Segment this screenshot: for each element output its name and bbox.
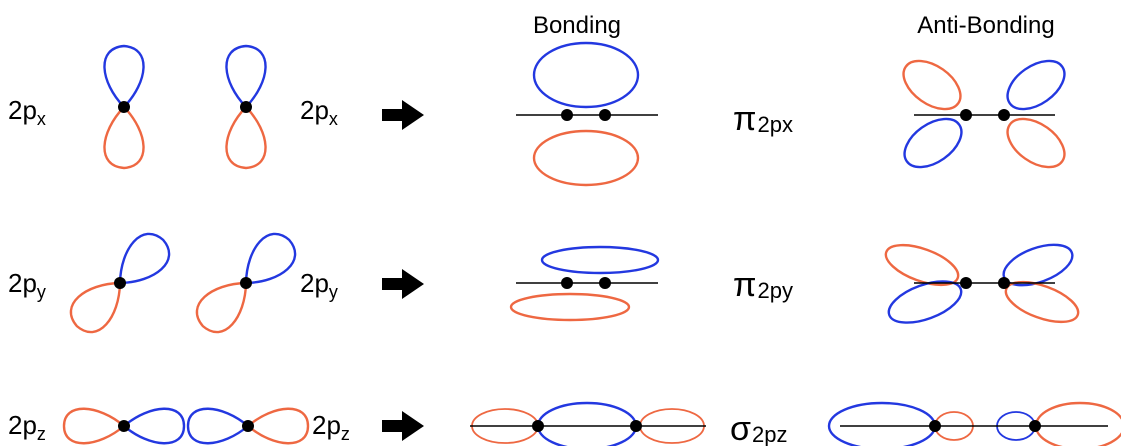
row-2pz: 2pz 2pz σ2pz <box>8 401 1121 446</box>
positive-lobe <box>244 232 297 285</box>
nucleus <box>561 277 573 289</box>
positive-lobe <box>186 407 250 445</box>
negative-lobe <box>509 292 631 322</box>
arrow-label-2py: 2py <box>300 268 338 302</box>
negative-lobe <box>1004 280 1080 324</box>
negative-lobe <box>103 105 145 170</box>
positive-lobe <box>118 232 171 285</box>
nucleus <box>1029 420 1041 432</box>
row-2py: 2py 2py π2py <box>8 232 1080 334</box>
bonding-orbital-sigma-2pz <box>470 401 706 446</box>
positive-lobe <box>887 280 963 324</box>
positive-lobe <box>1006 59 1066 111</box>
nucleus <box>599 277 611 289</box>
positive-lobe <box>532 41 640 109</box>
positive-lobe <box>903 117 963 169</box>
arrow-label-2pz: 2pz <box>312 410 350 444</box>
mo-label-sigma2pz: σ2pz <box>730 410 787 446</box>
negative-lobe <box>1006 117 1066 169</box>
mo-label-pi2py: π2py <box>733 266 793 304</box>
nucleus <box>561 109 573 121</box>
nucleus <box>960 109 972 121</box>
bonding-header: Bonding <box>533 12 621 39</box>
atomic-orbital-2px-right <box>225 44 267 170</box>
positive-lobe <box>122 407 186 445</box>
nucleus <box>242 420 254 432</box>
nucleus <box>114 277 126 289</box>
mo-label-pi2px: π2px <box>733 100 793 138</box>
antibonding-orbital-pi-2py <box>884 243 1080 324</box>
antibonding-orbital-sigma-2pz <box>827 401 1121 446</box>
right-arrow-icon <box>382 411 424 441</box>
nucleus <box>929 420 941 432</box>
right-arrow-icon <box>382 100 424 130</box>
negative-lobe <box>62 407 126 445</box>
atomic-orbital-2py-right <box>195 232 297 334</box>
antibonding-orbital-pi-2px <box>902 59 1066 169</box>
nucleus <box>532 420 544 432</box>
nucleus <box>240 277 252 289</box>
negative-lobe <box>902 59 962 111</box>
positive-lobe <box>225 44 267 109</box>
negative-lobe <box>69 281 122 334</box>
bonding-orbital-pi-2py <box>509 245 660 322</box>
nucleus <box>960 277 972 289</box>
atomic-orbital-2py-left <box>69 232 171 334</box>
positive-lobe <box>827 401 937 446</box>
nucleus <box>998 109 1010 121</box>
nucleus <box>998 277 1010 289</box>
atomic-orbital-2pz-left <box>62 407 186 445</box>
atomic-orbital-2px-left <box>103 44 145 170</box>
positive-lobe <box>103 44 145 109</box>
nucleus <box>240 101 252 113</box>
nucleus <box>118 101 130 113</box>
left-label-2pz: 2pz <box>8 410 46 444</box>
nucleus <box>118 420 130 432</box>
positive-lobe <box>540 245 660 275</box>
negative-lobe <box>246 407 310 445</box>
left-label-2py: 2py <box>8 268 46 302</box>
antibonding-header: Anti-Bonding <box>917 12 1054 39</box>
left-label-2px: 2px <box>8 95 46 129</box>
bonding-orbital-pi-2px <box>516 41 658 187</box>
nucleus <box>630 420 642 432</box>
negative-lobe <box>1034 401 1121 446</box>
negative-lobe <box>225 105 267 170</box>
row-2px: 2px 2px π2px <box>8 41 1066 187</box>
nucleus <box>599 109 611 121</box>
negative-lobe <box>532 129 640 187</box>
atomic-orbital-2pz-right <box>186 407 310 445</box>
arrow-label-2px: 2px <box>300 95 338 129</box>
right-arrow-icon <box>382 269 424 299</box>
positive-lobe <box>536 401 638 446</box>
negative-lobe <box>195 281 248 334</box>
negative-lobe <box>884 243 960 287</box>
